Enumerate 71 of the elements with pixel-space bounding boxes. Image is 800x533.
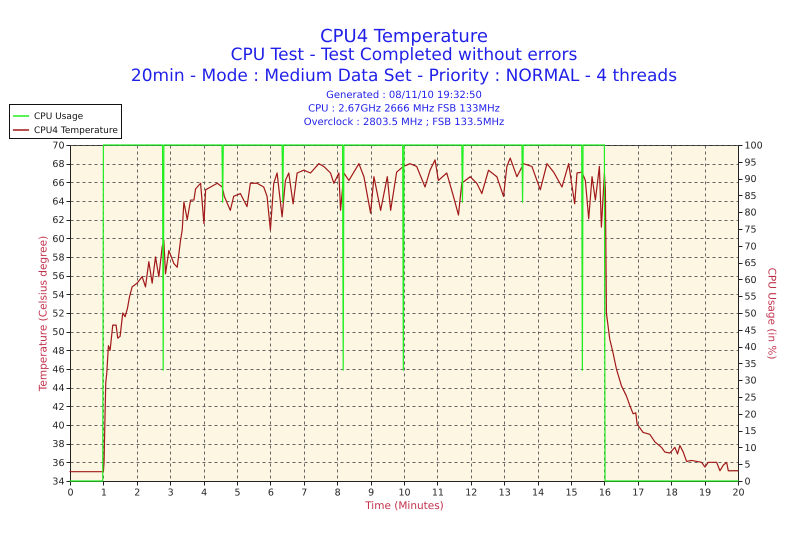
y2-axis-title: CPU Usage (in %): [766, 268, 778, 360]
legend-label: CPU4 Temperature: [34, 126, 118, 136]
y-tick-label: 58: [52, 252, 64, 264]
text: Generated : 08/11/10 19:32:50: [326, 90, 482, 101]
x-tick-label: 12: [465, 488, 478, 498]
y2-tick-label: 30: [744, 376, 757, 387]
y-tick-label: 36: [52, 458, 64, 469]
y2-tick-label: 55: [744, 292, 757, 303]
chart-title: CPU4 Temperature: [320, 26, 488, 47]
text: Overclock : 2803.5 MHz ; FSB 133.5MHz: [304, 117, 504, 128]
x-tick-label: 3: [168, 488, 174, 498]
y-tick-label: 66: [52, 178, 64, 189]
x-tick-label: 18: [666, 488, 678, 498]
x-tick-label: 15: [565, 488, 578, 498]
y-tick-label: 70: [52, 140, 64, 152]
x-tick-label: 16: [598, 488, 611, 498]
y-tick-label: 64: [52, 196, 64, 208]
x-tick-label: 13: [498, 488, 511, 498]
y2-tick-label: 95: [744, 157, 757, 168]
x-tick-label: 10: [398, 488, 411, 498]
y-tick-label: 40: [52, 420, 64, 432]
y-tick-label: 56: [52, 271, 64, 282]
y-tick-label: 44: [52, 383, 64, 394]
y-tick-label: 60: [52, 234, 64, 245]
x-tick-label: 5: [234, 488, 241, 498]
legend-label: CPU Usage: [34, 112, 84, 122]
y2-tick-label: 20: [744, 409, 757, 420]
x-tick-label: 4: [201, 488, 208, 498]
y-tick-label: 48: [52, 346, 64, 357]
text: CPU : 2.67GHz 2666 MHz FSB 133MHz: [308, 104, 500, 114]
x-tick-label: 7: [301, 488, 308, 498]
y-tick-label: 42: [52, 402, 64, 413]
x-tick-label: 17: [632, 488, 644, 498]
y-tick-label: 50: [52, 327, 64, 338]
x-tick-label: 0: [67, 488, 74, 498]
y2-tick-label: 65: [744, 258, 757, 270]
x-tick-label: 19: [699, 488, 712, 498]
x-axis-title: Time (Minutes): [364, 500, 444, 512]
y-tick-label: 38: [52, 439, 64, 450]
y-tick-label: 54: [52, 290, 64, 301]
x-tick-label: 9: [368, 488, 374, 498]
y2-tick-label: 5: [744, 460, 751, 471]
y-tick-label: 34: [52, 476, 64, 488]
y2-tick-label: 75: [744, 224, 757, 236]
y2-tick-label: 45: [744, 325, 757, 336]
y2-tick-label: 90: [744, 174, 757, 186]
y-tick-label: 46: [52, 364, 64, 376]
y2-tick-label: 70: [744, 241, 757, 252]
y2-tick-label: 85: [744, 190, 757, 202]
y2-tick-label: 100: [744, 140, 763, 152]
x-tick-label: 20: [732, 488, 745, 498]
y-axis-title: Temperature (Celsius degree): [37, 236, 50, 392]
y2-tick-label: 80: [744, 208, 757, 219]
y-tick-label: 52: [52, 308, 64, 320]
y2-tick-label: 60: [744, 274, 757, 286]
x-tick-label: 1: [100, 488, 107, 498]
chart-subtitle: CPU Test - Test Completed without errors 20min - Mode : Medium Data Set - Priority : NORMAL - 4 threads: [130, 45, 678, 86]
y2-tick-label: 0: [744, 476, 751, 488]
y2-tick-label: 40: [744, 342, 757, 354]
x-tick-label: 14: [532, 488, 544, 498]
y2-tick-label: 10: [744, 442, 757, 454]
y2-tick-label: 15: [744, 426, 757, 438]
y2-tick-label: 25: [744, 392, 757, 404]
x-tick-label: 11: [432, 488, 444, 498]
y-tick-label: 62: [52, 215, 64, 226]
x-tick-label: 6: [268, 488, 274, 498]
x-tick-label: 8: [334, 488, 341, 498]
y2-tick-label: 50: [744, 308, 757, 320]
y-tick-label: 68: [52, 159, 64, 170]
x-tick-label: 2: [134, 488, 140, 498]
y2-tick-label: 35: [744, 358, 757, 370]
